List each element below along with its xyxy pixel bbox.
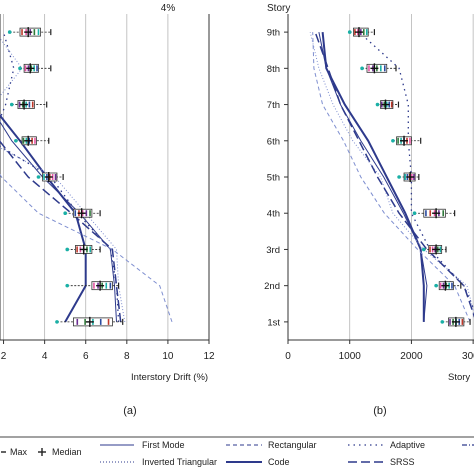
legend-max-label: Max bbox=[10, 447, 28, 457]
boxplot-story-7 bbox=[9, 99, 48, 110]
story-label: 9th bbox=[267, 28, 280, 39]
panel-a-grid bbox=[3, 14, 210, 340]
x-tick-label: 4 bbox=[42, 351, 48, 362]
panel-b-story-labels: 9th 8th 7th 6th 5th 4th 3rd 2nd 1st bbox=[264, 28, 288, 328]
boxplot-story-9 bbox=[347, 27, 375, 38]
panel-a-top-label: 4% bbox=[161, 3, 176, 14]
story-label: 1st bbox=[267, 317, 280, 328]
legend-median-label: Median bbox=[52, 447, 82, 457]
boxplot-story-6 bbox=[391, 135, 422, 146]
boxplot-min-dot bbox=[375, 102, 380, 107]
story-label: 8th bbox=[267, 64, 280, 75]
curve-dotted bbox=[0, 37, 126, 322]
x-tick-label: 10 bbox=[162, 351, 174, 362]
curve-dotted-wide bbox=[358, 31, 474, 312]
panel-b-grid bbox=[287, 14, 474, 340]
legend-first-mode-label: First Mode bbox=[142, 440, 185, 450]
panel-b-x-axis-label: Story bbox=[448, 372, 470, 383]
boxplot-min-dot bbox=[7, 30, 12, 34]
boxplot-story-2 bbox=[434, 280, 462, 291]
x-tick-label: 2000 bbox=[400, 351, 423, 362]
boxplot-story-6 bbox=[14, 135, 50, 146]
story-label: 4th bbox=[267, 209, 280, 220]
curve-solid-bold bbox=[321, 31, 425, 322]
panel-a: 2 4 6 8 10 12 4% Interstory Drift (%) (a) bbox=[0, 3, 215, 417]
boxplot-min-dot bbox=[360, 66, 364, 71]
panel-b-boxplots bbox=[347, 27, 471, 327]
curve-long-dash bbox=[314, 31, 474, 318]
curve-long-dash bbox=[0, 139, 122, 322]
story-label: 3rd bbox=[266, 245, 280, 256]
x-tick-label: 0 bbox=[285, 351, 291, 362]
boxplot-min-dot bbox=[421, 247, 426, 252]
panel-a-ticks: 2 4 6 8 10 12 bbox=[1, 340, 215, 362]
boxplot-story-3 bbox=[65, 244, 101, 255]
boxplot-min-dot bbox=[440, 320, 445, 324]
legend-inverted-triangular-label: Inverted Triangular bbox=[142, 457, 217, 467]
boxplot-min-dot bbox=[65, 283, 70, 288]
panel-b-curves bbox=[309, 31, 474, 323]
panel-b: 0 1000 2000 3000 9th 8th 7th 6th 5th 4th 3rd 2nd 1s… bbox=[264, 3, 474, 417]
curve-dashed bbox=[0, 173, 173, 323]
curve-dotted bbox=[309, 31, 474, 316]
x-tick-label: 1000 bbox=[339, 351, 362, 362]
boxplot-story-5 bbox=[397, 172, 420, 182]
panel-b-y-axis-label: Story bbox=[267, 3, 290, 14]
boxplot-min-dot bbox=[63, 211, 67, 216]
boxplot-story-4 bbox=[63, 208, 101, 219]
legend-rectangular-label: Rectangular bbox=[268, 440, 317, 450]
boxplot-story-1 bbox=[55, 316, 124, 327]
curve-solid bbox=[318, 31, 428, 322]
story-label: 5th bbox=[267, 173, 280, 184]
legend-code-label: Code bbox=[268, 457, 290, 467]
boxplot-story-8 bbox=[360, 63, 397, 74]
legend-srss-label: SRSS bbox=[390, 457, 415, 467]
boxplot-story-1 bbox=[440, 316, 471, 327]
panel-a-caption: (a) bbox=[123, 405, 136, 417]
story-label: 7th bbox=[267, 100, 280, 111]
boxplot-min-dot bbox=[14, 138, 18, 143]
curve-dotted-wide bbox=[0, 31, 120, 322]
panel-a-boxplots bbox=[7, 27, 124, 327]
boxplot-min-dot bbox=[434, 283, 438, 288]
boxplot-min-dot bbox=[9, 102, 14, 107]
boxplot-min-dot bbox=[397, 175, 401, 179]
boxplot-min-dot bbox=[18, 66, 22, 71]
story-label: 6th bbox=[267, 136, 280, 147]
x-tick-label: 12 bbox=[203, 351, 215, 362]
boxplot-story-9 bbox=[7, 27, 52, 38]
boxplot-story-5 bbox=[36, 172, 64, 182]
x-tick-label: 6 bbox=[83, 351, 89, 362]
boxplot-story-2 bbox=[65, 280, 120, 291]
x-tick-label: 2 bbox=[1, 351, 7, 362]
curve-dashed bbox=[312, 32, 471, 323]
boxplot-min-dot bbox=[412, 211, 417, 216]
boxplot-story-7 bbox=[375, 99, 400, 110]
boxplot-story-3 bbox=[421, 244, 447, 255]
panel-a-x-axis-label: Interstory Drift (%) bbox=[131, 372, 208, 383]
legend: Max Median First Mode Inverted Triangula… bbox=[0, 436, 474, 467]
x-tick-label: 8 bbox=[124, 351, 130, 362]
boxplot-min-dot bbox=[347, 30, 352, 34]
boxplot-min-dot bbox=[36, 175, 41, 179]
boxplot-min-dot bbox=[55, 320, 59, 324]
panel-b-caption: (b) bbox=[373, 405, 386, 417]
boxplot-min-dot bbox=[65, 247, 70, 252]
x-tick-label: 3000 bbox=[462, 351, 474, 362]
boxplot-story-8 bbox=[18, 63, 52, 74]
curve-solid bbox=[0, 120, 117, 322]
legend-adaptive-label: Adaptive bbox=[390, 440, 425, 450]
legend-frame bbox=[0, 436, 474, 438]
boxplot-min-dot bbox=[391, 138, 395, 143]
panel-b-ticks: 0 1000 2000 3000 bbox=[285, 340, 474, 362]
boxplot-story-4 bbox=[412, 208, 456, 219]
story-label: 2nd bbox=[264, 281, 280, 292]
